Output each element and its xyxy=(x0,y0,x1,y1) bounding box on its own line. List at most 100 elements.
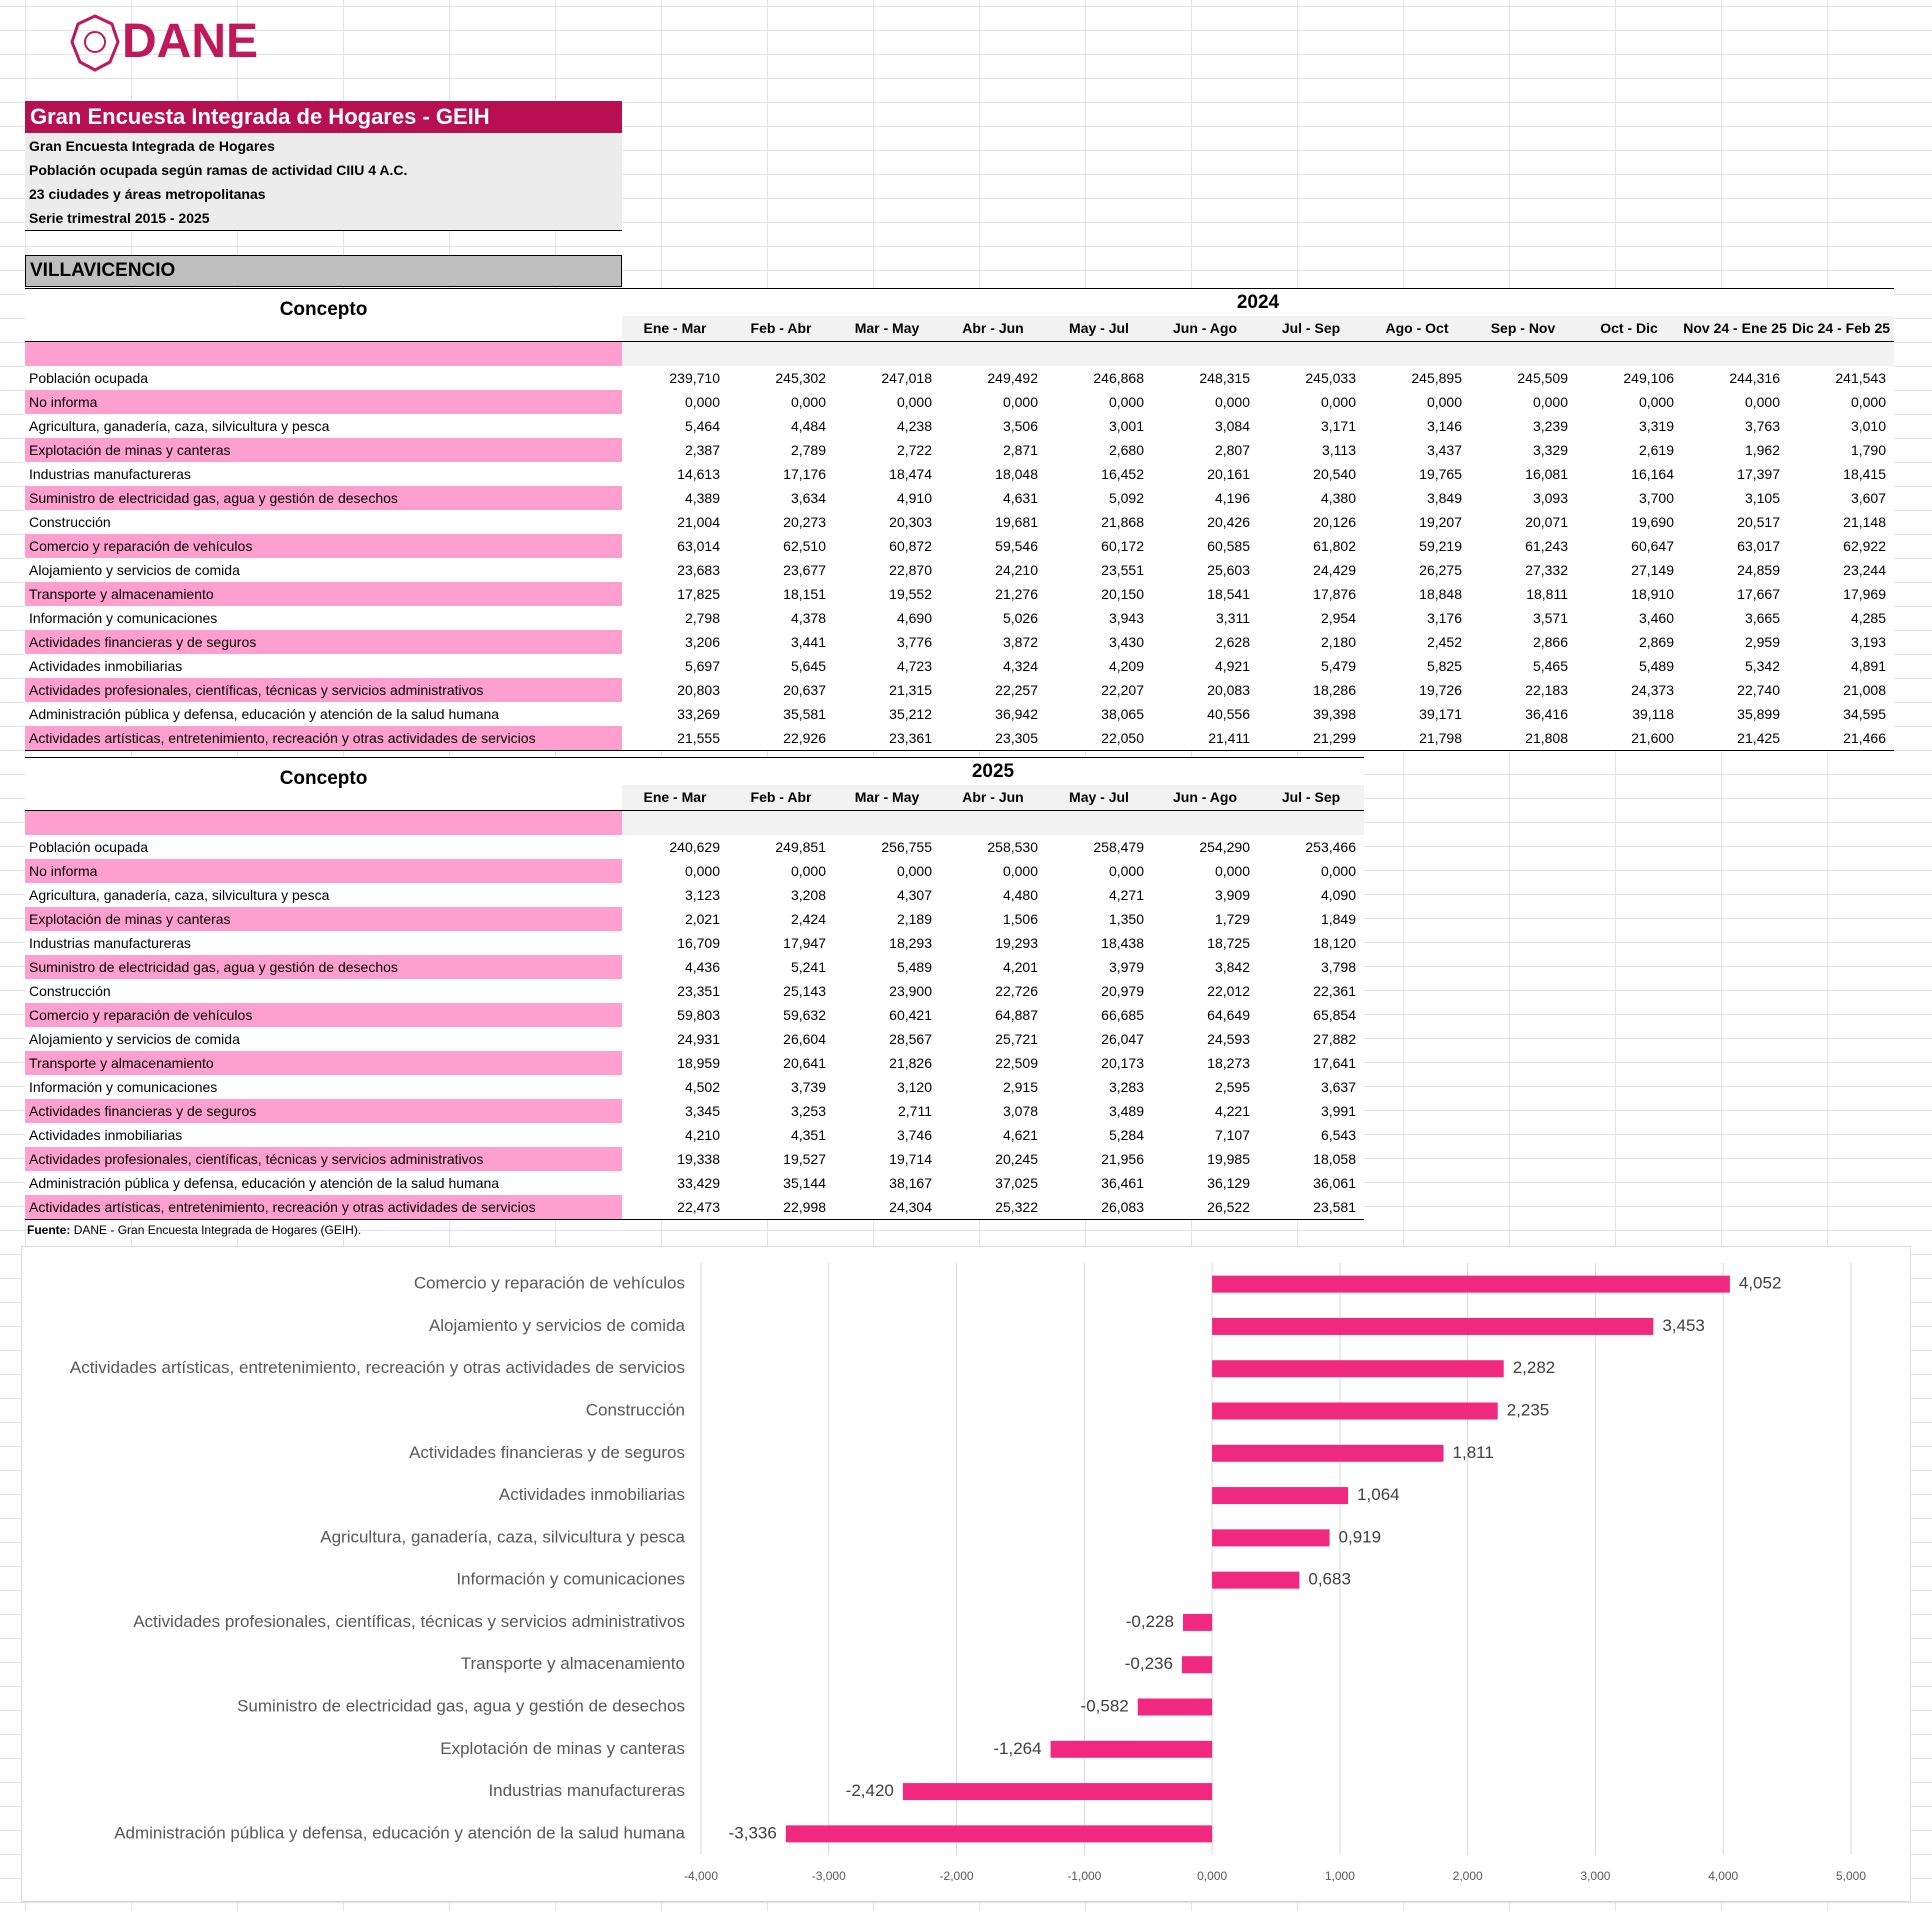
cell-value: 21,555 xyxy=(622,726,728,750)
cell-value: 2,189 xyxy=(834,907,940,931)
y-tick-label: Agricultura, ganadería, caza, silvicultu… xyxy=(320,1527,685,1546)
cell-value: 16,452 xyxy=(1046,462,1152,486)
cell-value: 3,842 xyxy=(1152,955,1258,979)
cell-value: 2,959 xyxy=(1682,630,1788,654)
cell-value: 2,680 xyxy=(1046,438,1152,462)
cell-value: 35,899 xyxy=(1682,702,1788,726)
cell-value: 249,851 xyxy=(728,835,834,859)
subtitle: Serie trimestral 2015 - 2025 xyxy=(29,210,210,226)
cell-value: 63,017 xyxy=(1682,534,1788,558)
row-label: Información y comunicaciones xyxy=(25,1075,622,1099)
cell-value: 240,629 xyxy=(622,835,728,859)
cell-value: 62,510 xyxy=(728,534,834,558)
cell-value: 18,811 xyxy=(1470,582,1576,606)
cell-value: 4,210 xyxy=(622,1123,728,1147)
cell-value: 0,000 xyxy=(1258,390,1364,414)
column-header: Feb - Abr xyxy=(728,316,834,342)
cell-value: 3,571 xyxy=(1470,606,1576,630)
cell-value: 2,021 xyxy=(622,907,728,931)
cell-value: 27,332 xyxy=(1470,558,1576,582)
cell-value: 0,000 xyxy=(940,859,1046,883)
cell-value: 23,677 xyxy=(728,558,834,582)
blank-row xyxy=(622,342,1894,366)
bar xyxy=(1212,1529,1330,1547)
cell-value: 33,429 xyxy=(622,1171,728,1195)
cell-value: 2,619 xyxy=(1576,438,1682,462)
cell-value: 22,207 xyxy=(1046,678,1152,702)
cell-value: 3,909 xyxy=(1152,883,1258,907)
cell-value: 20,979 xyxy=(1046,979,1152,1003)
column-header: Jul - Sep xyxy=(1258,785,1364,811)
cell-value: 59,546 xyxy=(940,534,1046,558)
cell-value: 2,424 xyxy=(728,907,834,931)
cell-value: 2,798 xyxy=(622,606,728,630)
cell-value: 248,315 xyxy=(1152,366,1258,390)
data-label: 3,453 xyxy=(1662,1316,1705,1335)
cell-value: 2,954 xyxy=(1258,606,1364,630)
cell-value: 40,556 xyxy=(1152,702,1258,726)
cell-value: 5,092 xyxy=(1046,486,1152,510)
cell-value: 18,273 xyxy=(1152,1051,1258,1075)
row-label: Información y comunicaciones xyxy=(25,606,622,630)
cell-value: 5,464 xyxy=(622,414,728,438)
cell-value: 36,416 xyxy=(1470,702,1576,726)
cell-value: 65,854 xyxy=(1258,1003,1364,1027)
cell-value: 2,387 xyxy=(622,438,728,462)
cell-value: 5,026 xyxy=(940,606,1046,630)
cell-value: 4,238 xyxy=(834,414,940,438)
cell-value: 21,600 xyxy=(1576,726,1682,750)
blank-row xyxy=(25,811,622,835)
cell-value: 66,685 xyxy=(1046,1003,1152,1027)
cell-value: 20,126 xyxy=(1258,510,1364,534)
cell-value: 0,000 xyxy=(728,390,834,414)
bar xyxy=(1050,1740,1213,1758)
cell-value: 258,479 xyxy=(1046,835,1152,859)
cell-value: 4,389 xyxy=(622,486,728,510)
logo-text: DANE xyxy=(122,15,259,68)
data-label: -0,228 xyxy=(1126,1612,1174,1631)
row-label: Industrias manufactureras xyxy=(25,462,622,486)
y-tick-label: Alojamiento y servicios de comida xyxy=(429,1316,686,1335)
data-label: -0,236 xyxy=(1125,1654,1173,1673)
x-tick-label: 2,000 xyxy=(1453,1869,1483,1883)
cell-value: 4,196 xyxy=(1152,486,1258,510)
data-label: -0,582 xyxy=(1081,1696,1129,1715)
cell-value: 3,239 xyxy=(1470,414,1576,438)
cell-value: 21,425 xyxy=(1682,726,1788,750)
cell-value: 4,480 xyxy=(940,883,1046,907)
cell-value: 247,018 xyxy=(834,366,940,390)
cell-value: 249,106 xyxy=(1576,366,1682,390)
cell-value: 39,118 xyxy=(1576,702,1682,726)
cell-value: 21,299 xyxy=(1258,726,1364,750)
cell-value: 22,509 xyxy=(940,1051,1046,1075)
cell-value: 20,641 xyxy=(728,1051,834,1075)
row-label: Actividades inmobiliarias xyxy=(25,654,622,678)
x-tick-label: -2,000 xyxy=(940,1869,974,1883)
cell-value: 0,000 xyxy=(1046,859,1152,883)
cell-value: 0,000 xyxy=(1576,390,1682,414)
cell-value: 3,084 xyxy=(1152,414,1258,438)
logo-emblem xyxy=(70,14,120,72)
cell-value: 17,825 xyxy=(622,582,728,606)
cell-value: 7,107 xyxy=(1152,1123,1258,1147)
cell-value: 18,541 xyxy=(1152,582,1258,606)
cell-value: 0,000 xyxy=(834,859,940,883)
cell-value: 21,008 xyxy=(1788,678,1894,702)
data-label: 1,811 xyxy=(1453,1443,1494,1462)
cell-value: 23,305 xyxy=(940,726,1046,750)
column-header: Abr - Jun xyxy=(940,316,1046,342)
cell-value: 3,120 xyxy=(834,1075,940,1099)
cell-value: 1,962 xyxy=(1682,438,1788,462)
cell-value: 5,697 xyxy=(622,654,728,678)
cell-value: 4,436 xyxy=(622,955,728,979)
cell-value: 60,872 xyxy=(834,534,940,558)
cell-value: 64,649 xyxy=(1152,1003,1258,1027)
column-header: Jun - Ago xyxy=(1152,316,1258,342)
cell-value: 18,438 xyxy=(1046,931,1152,955)
y-tick-label: Explotación de minas y canteras xyxy=(440,1739,685,1758)
cell-value: 18,725 xyxy=(1152,931,1258,955)
cell-value: 24,859 xyxy=(1682,558,1788,582)
cell-value: 5,489 xyxy=(1576,654,1682,678)
cell-value: 21,868 xyxy=(1046,510,1152,534)
